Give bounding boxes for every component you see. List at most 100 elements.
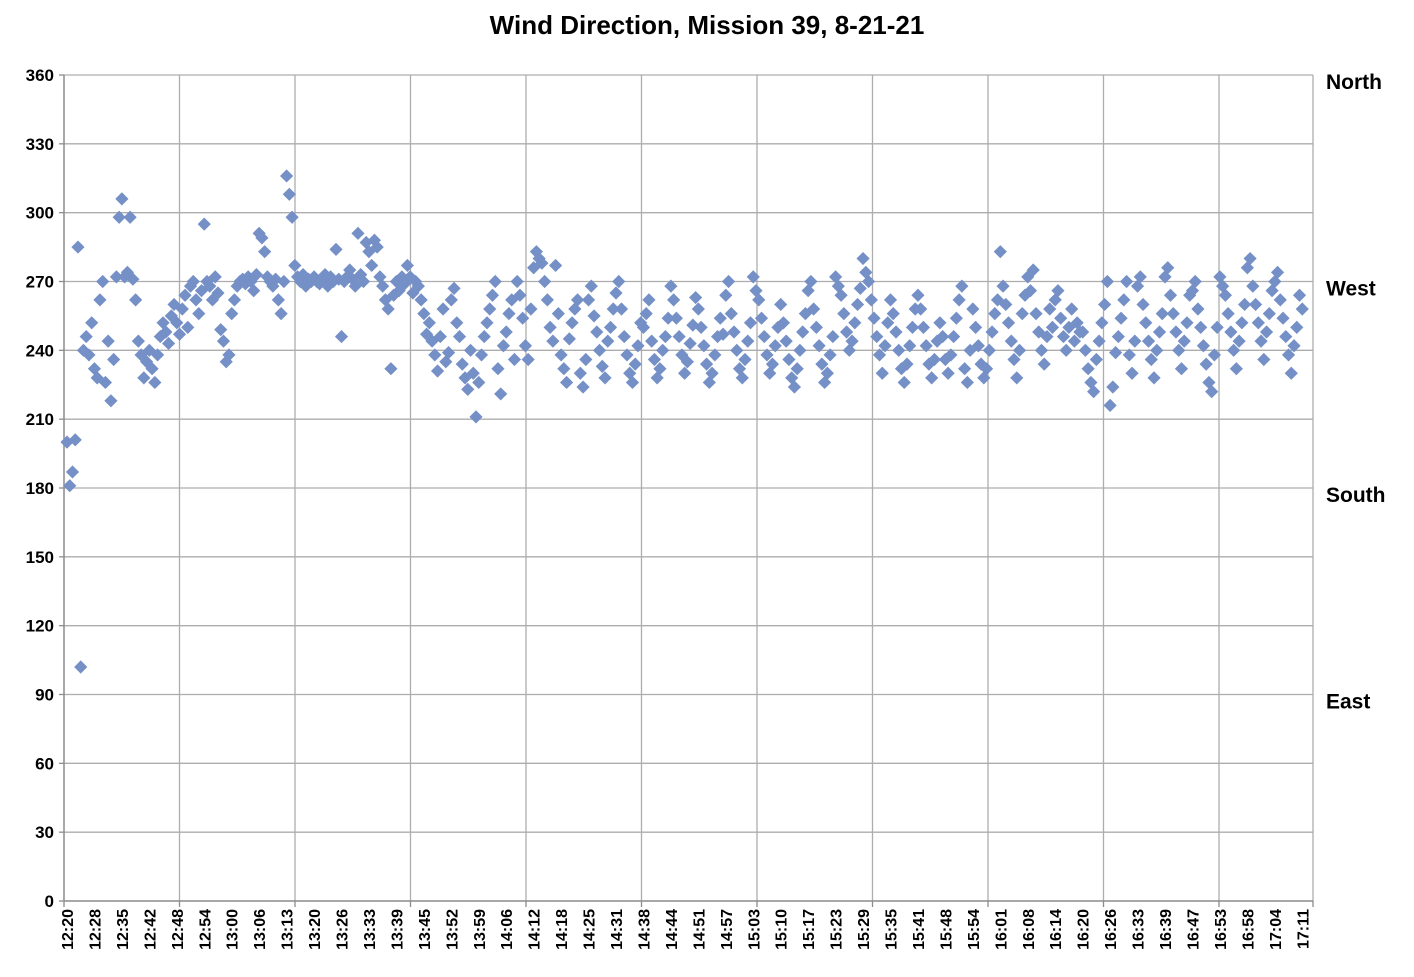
data-point (148, 375, 162, 390)
data-point (988, 307, 1002, 321)
data-point (107, 352, 121, 367)
data-point (1122, 348, 1136, 362)
data-point (667, 293, 681, 307)
data-point (993, 245, 1007, 259)
data-point (656, 343, 670, 357)
data-point (683, 336, 697, 351)
data-point (1100, 274, 1114, 289)
data-point (351, 226, 365, 240)
data-point (741, 334, 755, 348)
data-point (584, 279, 598, 293)
x-tick-label: 13:20 (307, 909, 324, 950)
data-point (705, 366, 719, 380)
direction-label-south: South (1326, 484, 1385, 507)
data-point (1161, 261, 1175, 275)
data-point (422, 316, 436, 330)
y-gridlines (64, 74, 1313, 833)
data-point (927, 352, 942, 367)
data-point (925, 371, 939, 385)
data-point (1037, 357, 1051, 371)
data-point (255, 231, 269, 245)
data-point (752, 293, 766, 307)
data-point (247, 284, 261, 298)
data-point (1155, 307, 1169, 321)
data-point (842, 343, 856, 357)
data-point (1059, 343, 1073, 357)
data-point (175, 302, 189, 316)
data-point (381, 302, 395, 316)
data-point (1262, 307, 1276, 321)
data-point (1273, 293, 1287, 307)
data-point (809, 320, 823, 334)
data-point (1180, 316, 1194, 330)
data-point (340, 270, 354, 284)
tick-marks (59, 74, 1314, 907)
data-point (447, 281, 461, 295)
data-point (620, 348, 634, 362)
data-point (384, 362, 398, 376)
data-point (916, 320, 931, 334)
data-point (1043, 302, 1057, 316)
data-point (1210, 320, 1224, 334)
data-point (966, 302, 980, 316)
data-point (719, 288, 733, 302)
data-point (1034, 343, 1049, 357)
data-point (513, 288, 527, 302)
data-point (1084, 375, 1098, 390)
data-point (1254, 334, 1268, 348)
data-point (1056, 329, 1071, 344)
data-point (1235, 316, 1249, 330)
data-point (450, 316, 464, 330)
x-tick-label: 15:03 (746, 909, 763, 950)
data-point (129, 293, 143, 307)
x-tick-label: 13:52 (444, 909, 461, 950)
data-point (131, 334, 145, 348)
data-point (101, 334, 115, 348)
data-point (104, 394, 118, 408)
data-point (894, 362, 909, 376)
data-point (285, 210, 299, 224)
data-point (1232, 334, 1246, 348)
data-point (1001, 316, 1016, 330)
direction-label-west: West (1326, 278, 1376, 301)
data-point (1023, 284, 1038, 298)
data-point (318, 268, 332, 282)
data-point (433, 329, 447, 344)
data-point (1133, 270, 1147, 284)
x-tick-label: 15:35 (884, 909, 901, 950)
data-point (968, 320, 983, 334)
data-point (241, 270, 255, 284)
x-tick-label: 12:48 (170, 909, 187, 950)
data-point (156, 316, 170, 330)
data-point (505, 293, 519, 307)
data-point (1158, 270, 1172, 284)
y-tick-label: 270 (26, 273, 54, 292)
data-point (579, 352, 593, 367)
data-point (1292, 288, 1307, 302)
data-point (628, 357, 642, 371)
data-point (1007, 352, 1021, 367)
x-tick-label: 12:35 (115, 909, 132, 950)
data-point (793, 343, 807, 357)
data-point (829, 270, 843, 284)
y-tick-label: 150 (26, 548, 54, 567)
data-point (1111, 329, 1125, 344)
data-point (807, 302, 821, 316)
data-point (820, 366, 834, 380)
data-point (205, 293, 220, 307)
data-point (1136, 297, 1150, 312)
data-point (554, 348, 568, 362)
data-point (455, 357, 469, 371)
data-point (763, 366, 777, 380)
data-point (804, 274, 818, 289)
data-point (601, 334, 615, 348)
data-point (153, 329, 167, 344)
x-tick-label: 17:11 (1295, 909, 1312, 949)
data-point (818, 375, 832, 390)
data-point (639, 307, 653, 321)
data-point (376, 279, 390, 293)
data-point (971, 339, 985, 353)
data-point (903, 339, 917, 353)
x-tick-label: 16:58 (1240, 909, 1257, 950)
x-tick-label: 15:29 (856, 909, 873, 950)
